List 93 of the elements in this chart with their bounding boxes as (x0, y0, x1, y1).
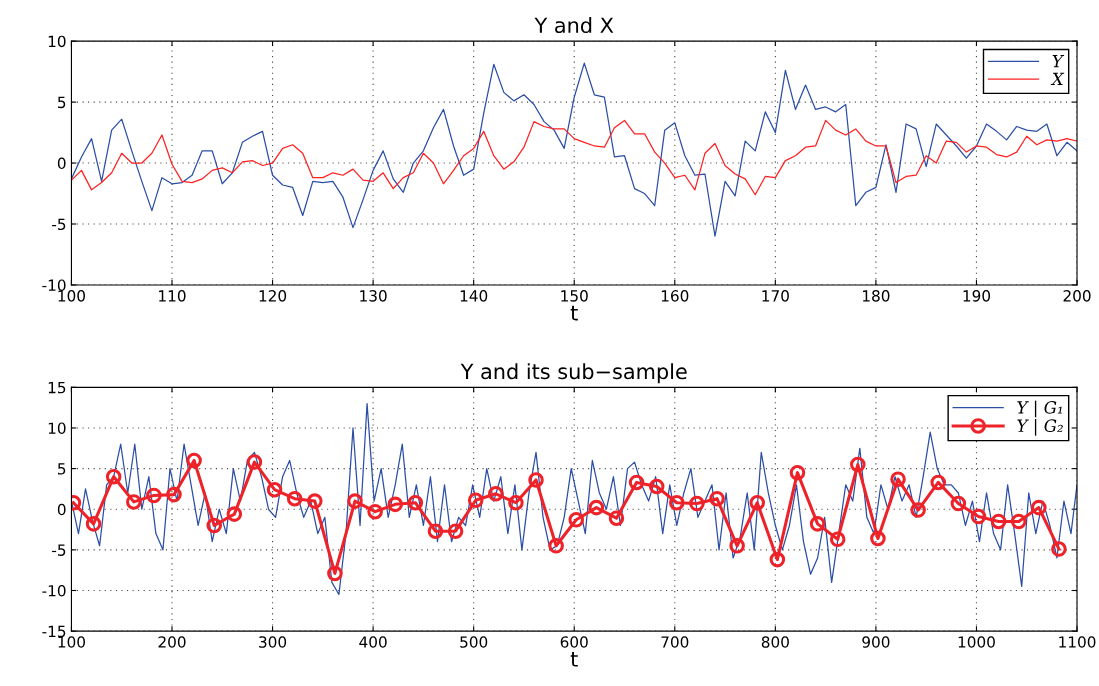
point (568, 512, 585, 528)
point (890, 471, 906, 487)
y-tick-label: 5 (58, 96, 66, 109)
y-tick-label: 10 (48, 35, 66, 48)
point (749, 494, 766, 511)
x-tick-label: 120 (259, 290, 287, 302)
x-tick-label: 1100 (1059, 636, 1096, 648)
point (286, 490, 303, 507)
point (246, 454, 263, 470)
point (729, 538, 745, 554)
point (930, 474, 947, 491)
legend-label: Y (1052, 55, 1065, 68)
point (508, 494, 524, 511)
point (950, 495, 967, 512)
point (266, 481, 283, 498)
point (608, 510, 625, 526)
point (467, 492, 484, 509)
x-tick-label: 110 (159, 290, 186, 302)
point (990, 513, 1007, 530)
point (347, 493, 363, 509)
point (829, 531, 846, 548)
y-tick-label: -10 (42, 279, 66, 291)
point (307, 493, 323, 509)
x-tick-label: 300 (259, 636, 287, 648)
point (850, 456, 866, 473)
point (809, 516, 826, 532)
chart-title: Y and X (534, 17, 614, 34)
point (669, 494, 685, 511)
point (488, 486, 504, 502)
point (367, 503, 383, 520)
chart-title: Y and its sub−sample (460, 363, 687, 384)
point (327, 565, 343, 582)
point (588, 499, 605, 516)
x-tick-label: 170 (762, 290, 789, 302)
x-tick-label: 900 (862, 636, 890, 648)
legend-label: Y | G₁ (1017, 400, 1062, 418)
x-axis-title: t (570, 651, 578, 667)
x-tick-label: 600 (560, 636, 588, 648)
point (105, 468, 122, 485)
point (126, 494, 142, 510)
point (870, 530, 886, 547)
x-tick-label: 190 (963, 290, 991, 302)
x-tick-label: 180 (863, 290, 890, 302)
point (628, 474, 645, 491)
point (769, 551, 786, 568)
y-tick-label: -15 (42, 625, 66, 638)
x-tick-label: 130 (360, 290, 387, 302)
point (789, 464, 806, 481)
y-tick-label: 0 (57, 503, 66, 516)
legend-label: X (1050, 72, 1065, 85)
line-series (71, 402, 1078, 596)
point (689, 495, 705, 512)
x-tick-label: 200 (158, 636, 186, 648)
x-tick-label: 160 (661, 290, 689, 302)
x-tick-label: 150 (561, 290, 588, 302)
x-tick-label: 200 (1063, 290, 1091, 302)
point (226, 506, 243, 522)
point (206, 517, 223, 534)
x-tick-label: 500 (460, 636, 488, 648)
point (186, 452, 202, 469)
x-tick-label: 100 (58, 290, 85, 302)
point (146, 487, 162, 504)
point (166, 486, 182, 503)
line-series (71, 119, 1078, 196)
point (528, 472, 544, 488)
point (85, 516, 102, 532)
y-tick-label: -10 (42, 584, 66, 597)
point (970, 508, 987, 525)
point (407, 494, 424, 511)
point (709, 490, 725, 507)
point (548, 538, 564, 554)
point (1031, 499, 1047, 516)
x-tick-label: 100 (58, 636, 85, 648)
point (447, 523, 464, 539)
x-tick-label: 140 (460, 290, 488, 302)
y-tick-label: 5 (58, 463, 66, 475)
point (910, 502, 926, 518)
point (648, 478, 665, 495)
y-tick-label: -5 (52, 544, 66, 556)
x-tick-label: 400 (359, 636, 387, 648)
x-tick-label: 800 (761, 636, 789, 648)
y-tick-label: -5 (52, 218, 66, 231)
y-tick-label: 15 (48, 382, 66, 394)
point (1051, 541, 1067, 557)
x-tick-label: 700 (661, 636, 689, 648)
point (427, 523, 444, 539)
x-tick-label: 1000 (958, 636, 995, 648)
y-tick-label: 0 (57, 157, 66, 170)
y-tick-label: 10 (48, 422, 66, 434)
legend-label: Y | G₂ (1017, 419, 1063, 436)
x-axis-title: t (570, 305, 578, 321)
point (1010, 513, 1027, 530)
point (387, 496, 404, 513)
